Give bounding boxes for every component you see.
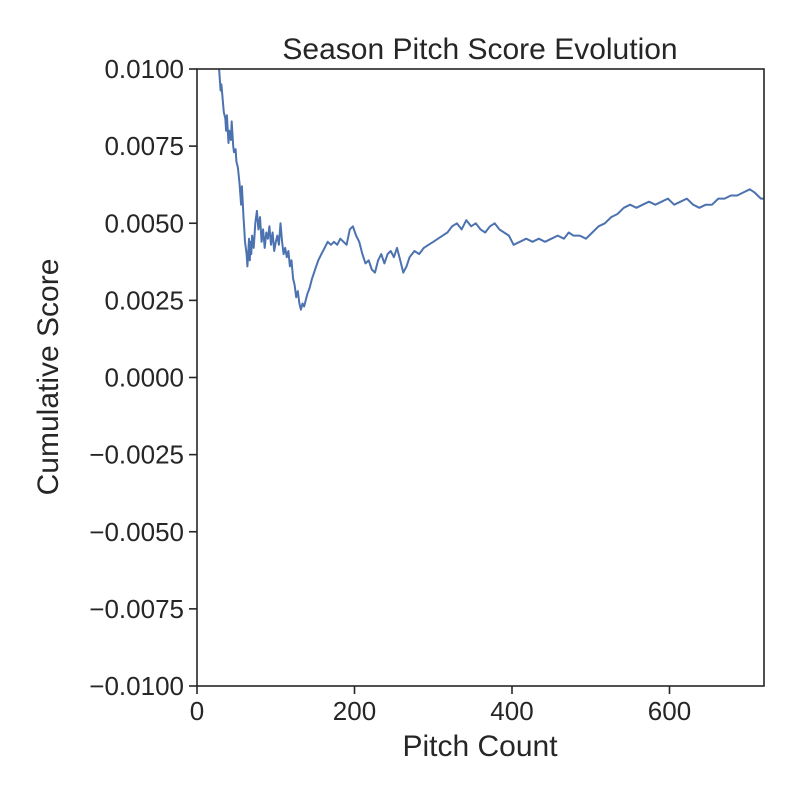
y-tick-label: 0.0075: [104, 131, 184, 161]
chart-title: Season Pitch Score Evolution: [282, 33, 677, 66]
plot-area: [196, 68, 765, 687]
y-tick-label: 0.0100: [104, 54, 184, 84]
y-tick-label: −0.0075: [89, 594, 184, 624]
x-axis-title: Pitch Count: [402, 730, 558, 763]
x-tick-label: 600: [648, 696, 691, 726]
x-axis: 0 200 400 600: [190, 686, 691, 726]
y-tick-label: −0.0025: [89, 440, 184, 470]
y-tick-label: 0.0050: [104, 208, 184, 238]
x-tick-label: 200: [333, 696, 376, 726]
y-tick-label: −0.0050: [89, 517, 184, 547]
y-axis: 0.0100 0.0075 0.0050 0.0025 0.0000 −0.0025 −0.…: [89, 54, 197, 701]
y-tick-label: 0.0025: [104, 285, 184, 315]
plot-frame: [196, 68, 765, 687]
y-axis-title: Cumulative Score: [32, 259, 65, 496]
y-tick-label: −0.0100: [89, 671, 184, 701]
x-tick-label: 400: [490, 696, 533, 726]
y-tick-label: 0.0000: [104, 363, 184, 393]
series-line-0: [218, 68, 764, 311]
x-tick-label: 0: [190, 696, 204, 726]
